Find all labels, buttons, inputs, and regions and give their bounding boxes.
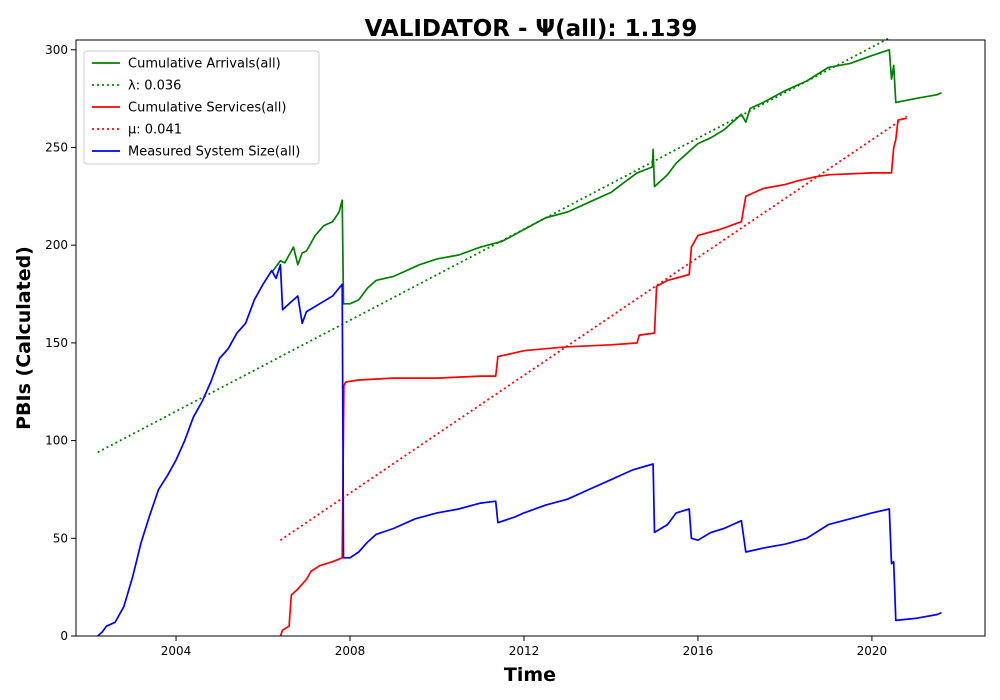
x-axis: 2004 2008 2012 2016 2020 [161, 636, 887, 658]
series-line-1 [97, 37, 890, 454]
legend-label-0: Cumulative Arrivals(all) [128, 57, 281, 72]
legend-box [83, 50, 320, 165]
y-tick-label: 50 [53, 531, 68, 545]
series-layer [97, 37, 942, 637]
x-tick-label: 2016 [683, 644, 714, 658]
series-line-4 [97, 263, 942, 637]
legend-label-3: μ: 0.041 [128, 123, 182, 138]
y-axis-label: PBIs (Calculated) [13, 246, 35, 430]
plot-area [75, 37, 986, 637]
series-line-3 [279, 115, 908, 541]
y-tick-label: 250 [45, 140, 68, 154]
y-tick-label: 150 [45, 336, 68, 350]
x-tick-label: 2020 [857, 644, 888, 658]
y-axis: 0 50 100 150 200 250 300 [45, 43, 76, 643]
y-tick-label: 300 [45, 43, 68, 57]
series-line-0 [271, 48, 942, 305]
legend-label-4: Measured System Size(all) [128, 145, 300, 160]
y-tick-label: 200 [45, 238, 68, 252]
x-axis-label: Time [504, 664, 556, 686]
x-tick-label: 2008 [335, 644, 366, 658]
series-line-2 [279, 117, 907, 637]
legend-label-2: Cumulative Services(all) [128, 101, 286, 116]
legend-label-1: λ: 0.036 [128, 79, 181, 94]
y-tick-label: 100 [45, 434, 68, 448]
legend: Cumulative Arrivals(all) λ: 0.036 Cumulati… [83, 50, 320, 165]
y-tick-label: 0 [60, 629, 68, 643]
chart-title: VALIDATOR - Ψ(all): 1.139 [365, 16, 698, 42]
axes-frame [75, 39, 986, 637]
x-tick-label: 2004 [161, 644, 192, 658]
x-tick-label: 2012 [509, 644, 540, 658]
